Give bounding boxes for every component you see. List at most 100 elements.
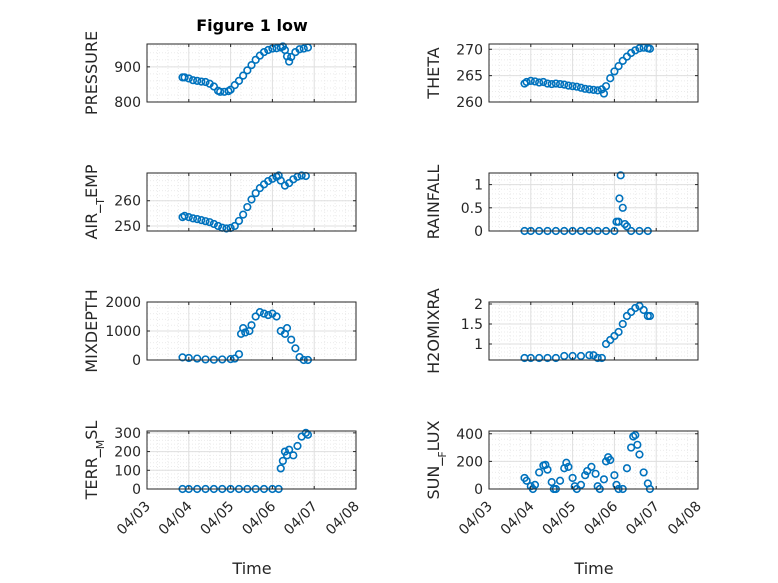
data-point [239, 324, 248, 333]
data-point [535, 353, 544, 363]
data-point [287, 52, 296, 62]
data-point [645, 311, 655, 321]
axes-box [488, 430, 699, 490]
data-point [539, 77, 548, 87]
data-point [597, 353, 606, 363]
y-axis-label-part: EMP [82, 164, 101, 198]
data-point [639, 468, 648, 477]
data-point [226, 355, 235, 364]
y-tick-label: 0 [132, 353, 141, 369]
data-point [184, 353, 193, 363]
y-axis-label-1: PRESSURE [82, 31, 101, 115]
data-point [299, 44, 308, 53]
data-point [282, 324, 292, 333]
data-point [226, 85, 235, 94]
data-point [543, 353, 552, 363]
data-point [530, 77, 540, 86]
y-axis-label-subscript: T [94, 198, 107, 206]
data-point [247, 321, 256, 330]
data-point [589, 85, 598, 94]
data-point [606, 74, 615, 83]
subplot-3: 250 260 AIR_TEMP [82, 164, 357, 240]
data-point [230, 354, 239, 363]
subplot-6: 1 1.5 2 H2OMIXRA [424, 288, 699, 374]
data-point [272, 312, 281, 321]
y-axis-label-part: SL [82, 421, 101, 440]
axes-box [488, 172, 699, 232]
data-point [188, 214, 198, 223]
y-axis-label-part: LUX [424, 420, 443, 451]
data-point [551, 353, 560, 363]
y-tick-label: 0 [132, 482, 141, 498]
data-point [547, 477, 556, 487]
y-tick-label: 900 [114, 60, 141, 76]
x-axis-label-right: Time [573, 559, 613, 578]
data-point [201, 217, 210, 226]
data-point [606, 455, 615, 465]
data-point [535, 468, 544, 477]
y-tick-label: 0.5 [461, 201, 483, 217]
y-axis-label-4: RAINFALL [424, 165, 443, 240]
data-point [568, 82, 577, 91]
data-point [234, 216, 244, 226]
data-point [622, 222, 632, 231]
data-point [247, 60, 256, 70]
data-point [293, 441, 302, 451]
data-point [616, 171, 625, 180]
data-point [562, 458, 571, 467]
data-point [610, 67, 619, 76]
data-point [297, 171, 306, 180]
data-point [259, 47, 269, 57]
y-tick-label: 1.5 [461, 317, 483, 333]
axes-box [146, 172, 357, 232]
data-point [239, 71, 248, 80]
y-axis-label-2: THETA [424, 47, 443, 99]
data-point [184, 213, 193, 222]
data-point [601, 457, 611, 466]
y-axis-label-6: H2OMIXRA [424, 288, 443, 374]
data-point [581, 471, 590, 480]
data-point [291, 344, 300, 353]
data-point [264, 45, 273, 55]
data-point [635, 450, 644, 459]
data-point [243, 202, 252, 212]
y-tick-label: 200 [456, 454, 483, 470]
data-point [547, 79, 556, 89]
data-point [568, 473, 577, 483]
data-point [576, 351, 586, 361]
plot-area [147, 431, 356, 489]
y-axis-label-part: TERR_ [82, 448, 102, 500]
data-point [560, 80, 569, 89]
data-point [631, 303, 640, 313]
data-point [251, 312, 260, 321]
data-point [612, 480, 621, 489]
subplot-2: 260 265 270 THETA [424, 42, 699, 111]
y-axis-label-subscript: M [94, 440, 107, 450]
data-point [184, 74, 193, 83]
data-point [197, 216, 206, 225]
data-point [572, 82, 581, 91]
data-point [247, 195, 256, 204]
data-point [197, 77, 206, 86]
data-point [587, 462, 596, 472]
data-point [610, 471, 619, 480]
data-point [635, 44, 644, 53]
y-axis-label-part: AIR_ [82, 204, 102, 240]
subplot-1: 800 900 PRESSURE [82, 31, 357, 115]
data-point [581, 84, 590, 93]
y-tick-label: 2000 [105, 295, 141, 311]
data-point [585, 85, 594, 94]
data-point [526, 353, 535, 363]
data-point [631, 46, 640, 55]
data-point [576, 480, 586, 489]
data-point [209, 219, 218, 229]
data-point [239, 210, 248, 219]
data-point [555, 476, 565, 485]
axes-box [488, 301, 699, 361]
y-tick-label: 1 [474, 337, 483, 353]
data-point [259, 309, 269, 318]
data-point [205, 218, 214, 227]
data-point [213, 221, 223, 231]
data-point [201, 355, 210, 364]
